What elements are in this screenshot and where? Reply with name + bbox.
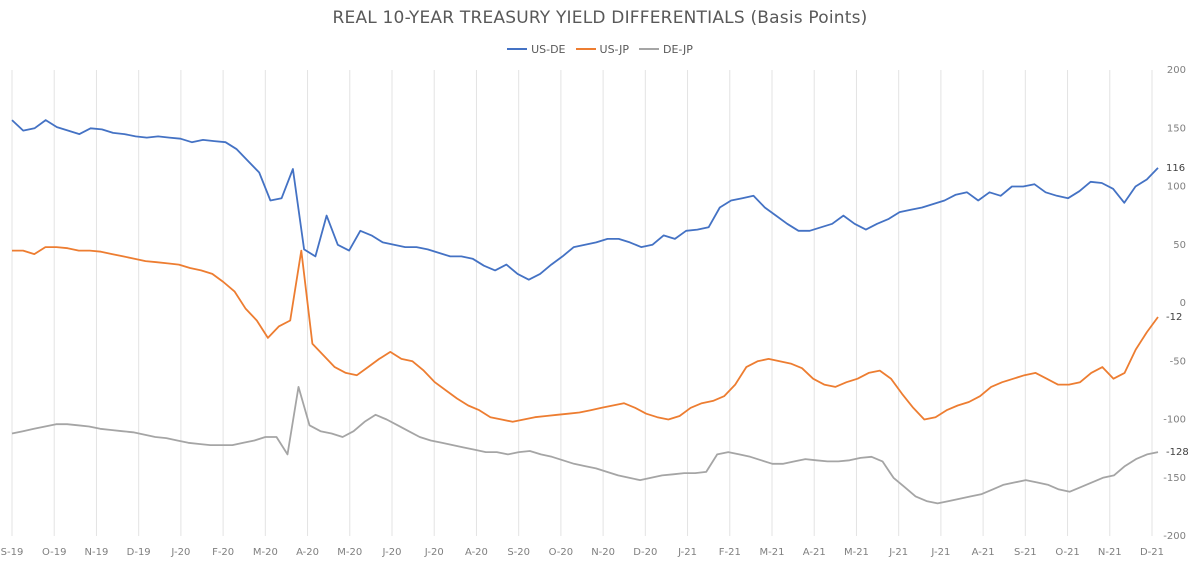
x-tick-label: J-21	[677, 547, 697, 558]
legend: US-DE US-JP DE-JP	[0, 40, 1200, 56]
end-value-label: 116	[1166, 163, 1185, 174]
x-tick-label: F-21	[719, 547, 741, 558]
x-tick-label: M-21	[760, 547, 785, 558]
legend-item: US-DE	[507, 42, 566, 56]
series-line-de-jp	[11, 385, 1159, 505]
x-tick-label: M-21	[844, 547, 869, 558]
x-tick-label: M-20	[337, 547, 362, 558]
x-tick-label: O-19	[42, 547, 66, 558]
legend-swatch	[507, 48, 528, 50]
x-tick-label: D-20	[633, 547, 657, 558]
x-tick-label: J-21	[930, 547, 950, 558]
x-tick-label: D-21	[1140, 547, 1164, 558]
y-tick-label: -50	[1170, 356, 1186, 367]
legend-item: DE-JP	[639, 43, 693, 56]
legend-swatch	[575, 48, 596, 50]
legend-item: US-JP	[575, 42, 630, 56]
y-tick-label: 100	[1167, 182, 1186, 193]
x-tick-label: N-19	[85, 547, 109, 558]
x-tick-label: O-20	[549, 547, 573, 558]
x-tick-label: S-19	[1, 547, 24, 558]
x-tick-label: F-20	[212, 547, 234, 558]
y-tick-label: -100	[1163, 415, 1186, 426]
x-tick-label: A-20	[296, 547, 319, 558]
chart-title: REAL 10-YEAR TREASURY YIELD DIFFERENTIAL…	[332, 8, 868, 28]
x-tick-label: O-21	[1055, 547, 1079, 558]
x-tick-label: N-20	[591, 547, 615, 558]
x-tick-label: J-20	[424, 547, 444, 558]
end-value-label: -12	[1166, 312, 1182, 323]
x-tick-label: S-20	[507, 547, 530, 558]
x-tick-label: S-21	[1014, 547, 1037, 558]
x-tick-label: D-19	[127, 547, 151, 558]
y-tick-label: 200	[1167, 65, 1186, 76]
legend-swatch	[639, 48, 660, 50]
x-tick-label: J-20	[382, 547, 402, 558]
x-tick-label: A-21	[803, 547, 826, 558]
y-tick-label: 0	[1180, 298, 1186, 309]
y-tick-label: 50	[1173, 240, 1186, 251]
x-tick-label: M-20	[253, 547, 278, 558]
x-tick-label: A-21	[972, 547, 995, 558]
series-line-us-de	[11, 119, 1159, 281]
legend-label: US-DE	[531, 42, 566, 56]
x-tick-label: N-21	[1098, 547, 1122, 558]
x-tick-label: A-20	[465, 547, 488, 558]
x-tick-label: J-20	[170, 547, 190, 558]
legend-label: DE-JP	[663, 42, 693, 56]
y-tick-label: 150	[1167, 123, 1186, 134]
legend-label: US-JP	[599, 42, 630, 56]
series-line-us-jp	[12, 246, 1159, 423]
end-value-label: -128	[1166, 447, 1189, 458]
y-tick-label: -150	[1163, 473, 1186, 484]
y-tick-label: -200	[1163, 531, 1186, 542]
x-tick-label: J-21	[888, 547, 908, 558]
